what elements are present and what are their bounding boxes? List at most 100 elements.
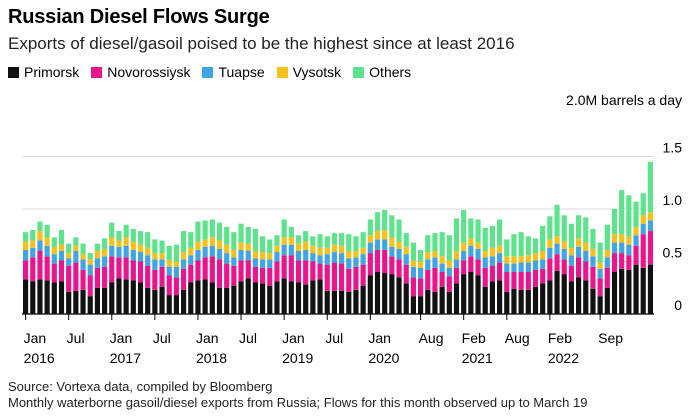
bar-segment-vysotsk: [317, 247, 323, 256]
bar-segment-tuapse: [590, 256, 596, 267]
bar-segment-primorsk: [145, 287, 151, 314]
bar-segment-vysotsk: [576, 238, 582, 247]
bar-segment-novorossiysk: [80, 269, 86, 290]
bar-segment-others: [410, 242, 416, 261]
bar-segment-tuapse: [30, 247, 36, 258]
bar-segment-others: [626, 195, 632, 237]
bar-segment-others: [159, 240, 165, 254]
y-tick-label: 1.5: [663, 140, 683, 156]
bar-segment-tuapse: [281, 244, 287, 256]
x-tick-label-month: Jan: [368, 330, 391, 346]
bar-segment-novorossiysk: [324, 264, 330, 291]
bar-segment-primorsk: [173, 295, 179, 314]
bar-segment-primorsk: [44, 280, 50, 314]
bar-segment-primorsk: [166, 295, 172, 314]
bar-segment-others: [224, 226, 230, 245]
bar-segment-tuapse: [173, 266, 179, 278]
source-note: Source: Vortexa data, compiled by Bloomb…: [8, 379, 273, 394]
bar-segment-tuapse: [647, 220, 653, 232]
bar-segment-others: [80, 243, 86, 255]
bar-segment-novorossiysk: [532, 269, 539, 287]
bar-segment-tuapse: [374, 239, 381, 250]
bar-segment-others: [58, 230, 65, 245]
bar-segment-primorsk: [403, 283, 409, 314]
bar-segment-primorsk: [202, 279, 208, 314]
bar-segment-primorsk: [87, 296, 93, 314]
bar-segment-vysotsk: [44, 237, 50, 246]
bar-segment-primorsk: [152, 289, 158, 314]
bar-segment-others: [511, 234, 517, 257]
bar-segment-primorsk: [432, 291, 438, 314]
bar-segment-vysotsk: [216, 240, 223, 249]
bar-segment-vysotsk: [446, 260, 452, 268]
bar-segment-others: [482, 227, 488, 251]
bar-segment-novorossiysk: [432, 267, 438, 292]
bar-segment-vysotsk: [525, 255, 531, 263]
bar-segment-vysotsk: [633, 226, 639, 236]
bar-segment-vysotsk: [94, 251, 100, 259]
bar-segment-novorossiysk: [353, 266, 359, 290]
bar-segment-tuapse: [58, 251, 65, 261]
bar-segment-primorsk: [317, 279, 323, 314]
legend: Primorsk Novorossiysk Tuapse Vysotsk Oth…: [8, 64, 423, 80]
bar-segment-novorossiysk: [73, 262, 79, 291]
bar-segment-others: [461, 210, 467, 243]
bar-segment-vysotsk: [267, 253, 273, 260]
bar-segment-novorossiysk: [374, 249, 381, 272]
bar-segment-tuapse: [346, 258, 352, 269]
bar-segment-vysotsk: [468, 238, 474, 246]
bar-segment-others: [188, 232, 194, 248]
bar-segment-primorsk: [511, 288, 517, 314]
bar-segment-novorossiysk: [360, 264, 366, 286]
bar-segment-tuapse: [238, 249, 244, 261]
bar-segment-primorsk: [51, 282, 57, 314]
bar-segment-vysotsk: [619, 234, 625, 243]
bar-segment-primorsk: [116, 278, 122, 314]
bar-segment-others: [317, 234, 323, 248]
bar-segment-novorossiysk: [109, 256, 115, 283]
bar-segment-novorossiysk: [619, 253, 625, 269]
bar-segment-vysotsk: [425, 252, 431, 260]
bar-segment-primorsk: [518, 289, 524, 314]
bar-segment-others: [597, 242, 603, 263]
bar-segment-primorsk: [540, 283, 546, 314]
bar-segment-others: [504, 239, 510, 257]
bar-segment-primorsk: [525, 289, 531, 314]
bar-segment-primorsk: [339, 290, 345, 314]
bar-segment-others: [166, 245, 172, 261]
bar-segment-vysotsk: [367, 235, 373, 243]
legend-swatch-vysotsk: [276, 66, 288, 78]
legend-item-others: Others: [353, 64, 411, 80]
x-tick-label-month: Jul: [153, 330, 171, 346]
bar-segment-others: [123, 224, 129, 238]
bar-segment-primorsk: [66, 291, 72, 314]
bar-segment-novorossiysk: [554, 254, 560, 271]
bar-segment-others: [209, 219, 215, 238]
bar-segment-primorsk: [130, 280, 136, 314]
bar-segment-novorossiysk: [468, 256, 474, 272]
bar-segment-vysotsk: [231, 249, 237, 258]
x-tick-label-year: 2022: [548, 350, 579, 366]
bar-segment-tuapse: [181, 259, 187, 269]
bar-segment-novorossiysk: [540, 268, 546, 284]
bar-segment-others: [346, 234, 352, 251]
bar-segment-others: [231, 232, 237, 250]
bar-segment-others: [238, 223, 244, 243]
bar-segment-tuapse: [640, 223, 646, 235]
bar-segment-primorsk: [461, 274, 467, 314]
bar-segment-vysotsk: [360, 247, 366, 255]
bar-segment-tuapse: [102, 256, 108, 267]
bar-segment-tuapse: [554, 243, 560, 255]
bar-segment-tuapse: [418, 267, 424, 279]
bar-segment-others: [137, 231, 144, 245]
bar-segment-novorossiysk: [339, 263, 345, 291]
bar-segment-tuapse: [547, 247, 553, 259]
bar-segment-novorossiysk: [123, 257, 129, 280]
bar-segment-others: [540, 225, 546, 251]
bar-segment-novorossiysk: [303, 260, 309, 285]
bar-segment-others: [590, 228, 596, 249]
bar-segment-tuapse: [583, 251, 589, 262]
bar-segment-novorossiysk: [461, 260, 467, 275]
bar-segment-others: [619, 190, 625, 235]
bar-segment-primorsk: [159, 286, 165, 314]
